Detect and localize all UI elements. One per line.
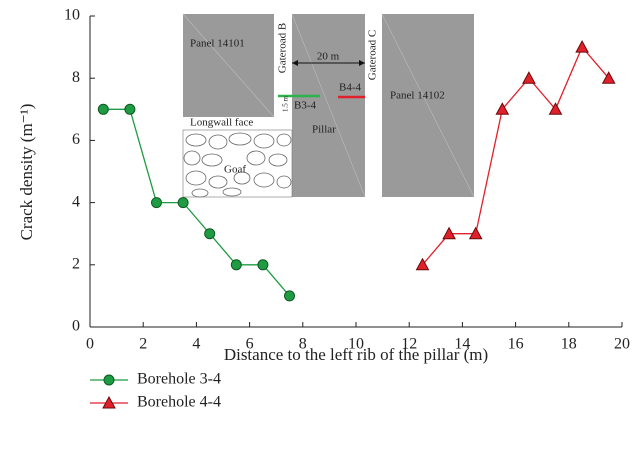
y-axis-label: Crack density (m⁻¹)	[17, 104, 36, 241]
y-tick-label: 0	[72, 318, 80, 335]
y-tick-label: 8	[72, 69, 80, 86]
annotation: B4-4	[339, 82, 362, 94]
x-tick-label: 6	[246, 336, 254, 353]
legend-marker	[104, 375, 114, 385]
annotation: Gateroad C	[367, 30, 379, 80]
data-point	[125, 104, 135, 114]
data-point	[178, 198, 188, 208]
y-tick-label: 10	[64, 7, 80, 24]
x-tick-label: 12	[401, 336, 417, 353]
annotation: Goaf	[224, 164, 246, 176]
data-point	[523, 72, 535, 83]
data-point	[152, 198, 162, 208]
annotation: 1.5 m	[282, 95, 290, 112]
legend-label: Borehole 4-4	[137, 394, 221, 411]
x-tick-label: 2	[139, 336, 147, 353]
annotation: B3-4	[294, 100, 317, 112]
annotation: Panel 14101	[190, 38, 245, 50]
x-tick-label: 4	[192, 336, 200, 353]
data-point	[205, 229, 215, 239]
y-tick-label: 4	[72, 193, 80, 210]
y-tick-label: 6	[72, 131, 80, 148]
y-tick-label: 2	[72, 255, 80, 272]
annotation: Panel 14102	[390, 90, 445, 102]
data-point	[258, 260, 268, 270]
x-tick-label: 16	[508, 336, 524, 353]
annotation: 20 m	[317, 51, 340, 63]
x-tick-label: 14	[454, 336, 470, 353]
annotation: Gateroad B	[277, 23, 289, 73]
data-point	[98, 104, 108, 114]
data-point	[576, 41, 588, 52]
inset-diagram: Panel 14101 Gateroad B 20 m Gateroad C B…	[183, 14, 474, 197]
chart: Panel 14101 Gateroad B 20 m Gateroad C B…	[0, 0, 642, 451]
x-tick-label: 0	[86, 336, 94, 353]
data-point	[285, 291, 295, 301]
legend-label: Borehole 3-4	[137, 371, 221, 388]
annotation: Longwall face	[190, 117, 253, 129]
x-tick-label: 20	[614, 336, 630, 353]
data-point	[231, 260, 241, 270]
annotation: Pillar	[312, 124, 336, 136]
x-tick-label: 10	[348, 336, 364, 353]
x-tick-label: 18	[561, 336, 577, 353]
x-tick-label: 8	[299, 336, 307, 353]
